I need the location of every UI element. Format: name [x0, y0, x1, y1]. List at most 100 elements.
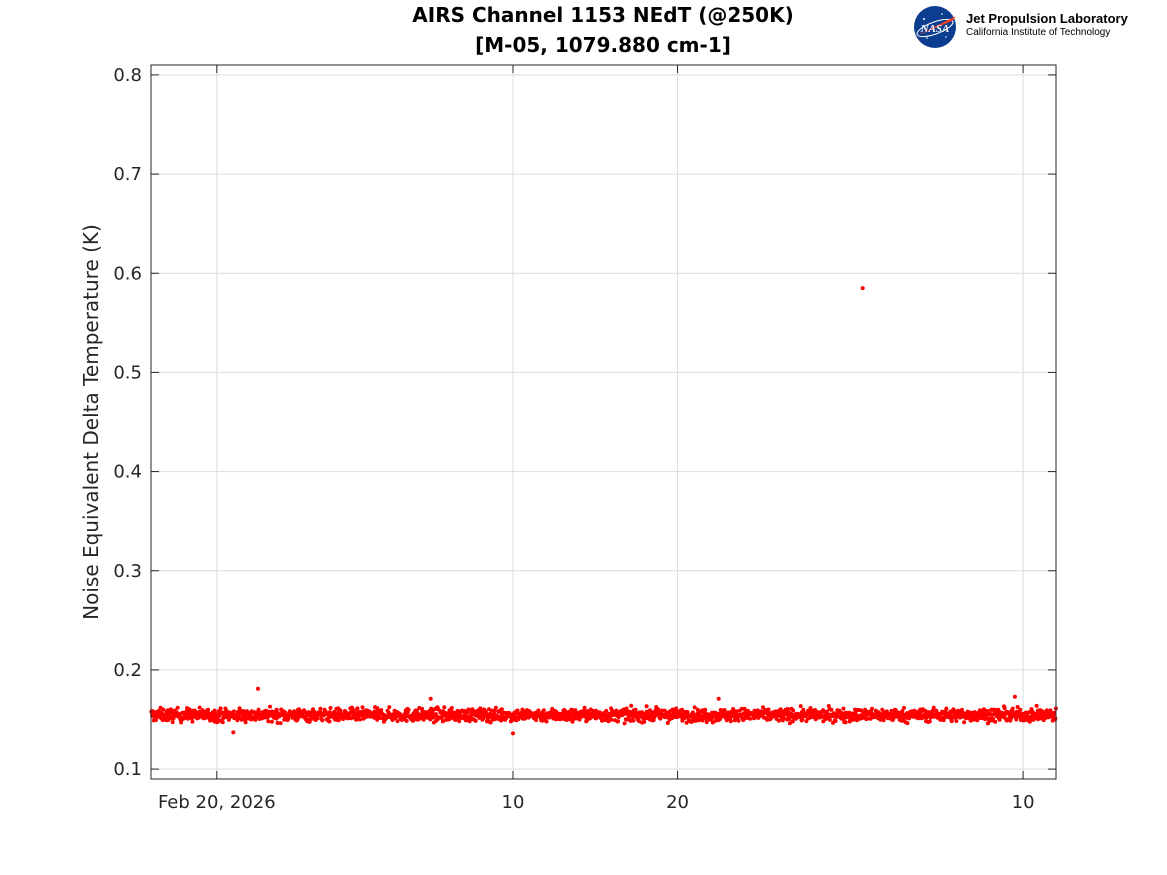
- x-tick-label: 10: [502, 792, 525, 813]
- data-point: [463, 718, 468, 723]
- data-point: [718, 717, 723, 721]
- outlier-point: [256, 686, 260, 691]
- data-point: [629, 703, 634, 708]
- data-point: [440, 719, 445, 724]
- outlier-point: [1012, 694, 1017, 699]
- data-point: [1015, 705, 1020, 709]
- data-point: [748, 716, 753, 721]
- data-point: [534, 718, 539, 723]
- data-point: [489, 708, 494, 713]
- axis-ticks: 0.1 0.2 0.3 0.4 0.5 0.6 0.7 0.8 Feb 20, 2026 10 20…: [113, 65, 1056, 813]
- data-point: [658, 716, 663, 721]
- data-point: [231, 709, 236, 714]
- data-point: [870, 706, 874, 711]
- data-point: [954, 719, 959, 723]
- data-point: [161, 707, 166, 712]
- data-point: [320, 718, 325, 723]
- outlier-point: [231, 730, 236, 735]
- org-name: Jet Propulsion Laboratory: [966, 11, 1128, 26]
- y-tick-label: 0.7: [113, 164, 142, 185]
- data-point: [275, 721, 280, 725]
- data-point: [826, 704, 831, 708]
- data-point: [695, 707, 700, 712]
- chart-title: AIRS Channel 1153 NEdT (@250K): [412, 3, 793, 27]
- data-point: [778, 707, 783, 712]
- data-point: [547, 715, 552, 719]
- data-point: [1031, 717, 1036, 722]
- data-point: [428, 717, 433, 722]
- data-point: [843, 720, 848, 725]
- data-point: [170, 720, 175, 725]
- data-point: [900, 709, 905, 714]
- data-point: [256, 707, 261, 712]
- data-point: [829, 707, 834, 712]
- y-tick-label: 0.5: [113, 362, 142, 383]
- data-point: [499, 707, 504, 712]
- data-point: [808, 706, 813, 710]
- data-point: [736, 718, 741, 723]
- y-axis-label: Noise Equivalent Delta Temperature (K): [79, 224, 103, 620]
- data-point: [349, 716, 354, 721]
- org-subtitle: California Institute of Technology: [966, 27, 1111, 38]
- data-point: [930, 708, 935, 713]
- data-point: [934, 708, 939, 713]
- data-point: [226, 717, 231, 722]
- data-point: [212, 708, 217, 713]
- data-point: [1009, 716, 1013, 721]
- data-point: [312, 710, 317, 714]
- data-point: [582, 705, 587, 710]
- data-point: [985, 709, 990, 713]
- outlier-point: [860, 286, 865, 291]
- data-point: [166, 717, 171, 722]
- data-point: [642, 719, 647, 724]
- data-point: [332, 709, 337, 714]
- data-point: [692, 705, 697, 710]
- jpl-logo: NASA Jet Propulsion Laboratory Californi…: [912, 4, 1152, 50]
- data-point: [703, 707, 708, 712]
- data-point: [179, 720, 184, 725]
- data-point: [622, 721, 627, 726]
- data-point: [243, 720, 248, 725]
- data-point: [554, 710, 559, 714]
- data-point: [902, 705, 906, 710]
- data-point: [616, 719, 620, 724]
- y-tick-label: 0.8: [113, 65, 142, 86]
- data-point: [411, 718, 416, 723]
- data-point: [420, 706, 425, 711]
- data-point: [616, 715, 621, 720]
- data-point: [354, 717, 359, 722]
- data-point: [1053, 716, 1058, 721]
- data-point: [442, 705, 447, 710]
- data-point: [154, 718, 158, 722]
- data-point: [387, 705, 392, 710]
- data-point: [375, 717, 380, 722]
- outlier-point: [511, 731, 515, 736]
- data-point: [931, 705, 936, 710]
- data-point: [175, 705, 180, 710]
- data-point: [656, 707, 661, 712]
- data-point: [351, 708, 356, 713]
- plot-frame: [150, 64, 1057, 780]
- nasa-badge-text: NASA: [920, 23, 950, 35]
- data-point: [674, 706, 679, 711]
- data-point: [197, 705, 202, 710]
- data-point: [827, 717, 832, 722]
- data-point: [488, 720, 493, 725]
- data-point: [473, 718, 478, 723]
- data-point: [1029, 715, 1034, 719]
- data-point: [190, 719, 195, 724]
- data-point: [465, 710, 470, 715]
- data-point: [905, 721, 910, 726]
- data-point: [781, 716, 786, 721]
- data-point: [604, 708, 609, 713]
- data-point: [466, 707, 471, 712]
- data-point: [734, 709, 739, 714]
- data-point: [685, 710, 690, 714]
- data-point: [690, 710, 695, 715]
- data-point: [206, 707, 211, 712]
- data-point: [318, 706, 323, 711]
- data-point: [949, 719, 954, 724]
- data-point: [327, 710, 332, 715]
- data-point: [327, 719, 332, 724]
- data-point: [1010, 706, 1015, 711]
